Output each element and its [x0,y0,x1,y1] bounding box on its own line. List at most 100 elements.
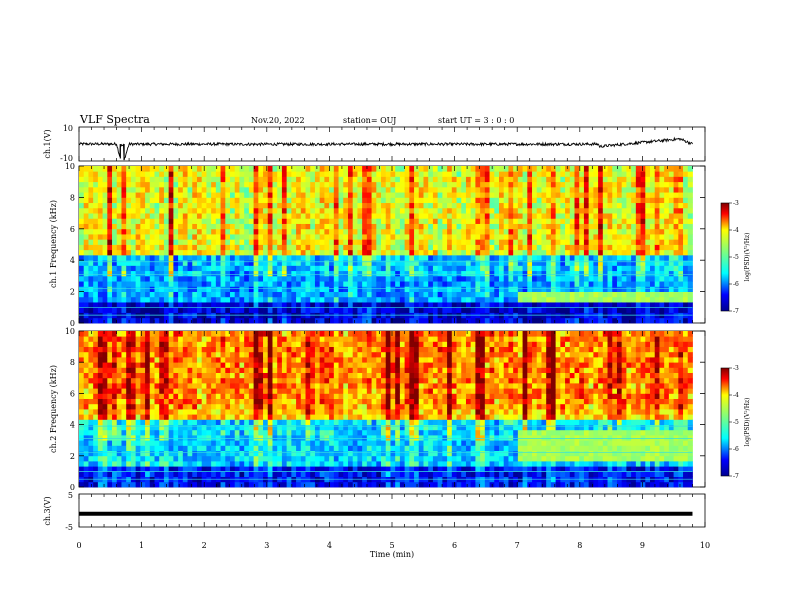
spectrogram-cell [565,208,570,214]
spectrogram-cell [277,276,282,282]
spectrogram-cell [197,347,202,353]
spectrogram-cell [306,260,311,266]
spectrogram-cell [98,302,103,308]
spectrogram-cell [88,166,93,172]
spectrogram-cell [438,192,443,198]
spectrogram-cell [117,466,122,472]
spectrogram-cell [211,245,216,251]
spectrogram-cell [145,419,150,425]
spectrogram-cell [419,229,424,235]
spectrogram-cell [626,208,631,214]
spectrogram-cell [216,265,221,271]
spectrogram-cell [570,197,575,203]
spectrogram-cell [131,260,136,266]
spectrogram-cell [93,255,98,261]
spectrogram-cell [145,192,150,198]
spectrogram-cell [409,271,414,277]
spectrogram-cell [579,265,584,271]
spectrogram-cell [150,292,155,298]
spectrogram-cell [527,245,532,251]
spectrogram-cell [475,297,480,303]
spectrogram-cell [112,197,117,203]
spectrogram-cell [575,297,580,303]
spectrogram-cell [230,292,235,298]
spectrogram-cell [136,176,141,182]
spectrogram-cell [235,245,240,251]
spectrogram-cell [513,192,518,198]
spectrogram-cell [475,260,480,266]
spectrogram-cell [320,245,325,251]
spectrogram-cell [537,250,542,256]
spectrogram-cell [287,234,292,240]
spectrogram-cell [461,271,466,277]
spectrogram-cell [381,265,386,271]
spectrogram-cell [183,245,188,251]
spectrogram-cell [608,176,613,182]
spectrogram-cell [244,281,249,287]
spectrogram-cell [626,166,631,172]
spectrogram-cell [178,271,183,277]
spectrogram-cell [461,176,466,182]
spectrogram-cell [126,336,131,342]
spectrogram-cell [678,318,683,324]
spectrogram-cell [136,445,141,451]
spectrogram-cell [112,208,117,214]
spectrogram-cell [155,297,160,303]
spectrogram-cell [357,318,362,324]
spectrogram-cell [622,276,627,282]
spectrogram-cell [664,302,669,308]
spectrogram-cell [353,176,358,182]
spectrogram-cell [532,213,537,219]
spectrogram-cell [480,255,485,261]
spectrogram-cell [527,260,532,266]
spectrogram-cell [107,255,112,261]
spectrogram-cell [475,255,480,261]
spectrogram-cell [117,445,122,451]
spectrogram-cell [164,255,169,261]
spectrogram-cell [211,213,216,219]
spectrogram-cell [400,271,405,277]
spectrogram-cell [183,239,188,245]
spectrogram-cell [192,409,197,415]
spectrogram-cell [79,276,84,282]
spectrogram-cell [339,176,344,182]
spectrogram-cell [631,229,636,235]
spectrogram-cell [395,292,400,298]
spectrogram-cell [636,187,641,193]
spectrogram-cell [442,255,447,261]
spectrogram-cell [395,281,400,287]
spectrogram-cell [155,362,160,368]
spectrogram-cell [159,234,164,240]
spectrogram-cell [438,307,443,313]
spectrogram-cell [178,255,183,261]
spectrogram-cell [428,318,433,324]
spectrogram-cell [112,341,117,347]
spectrogram-cell [423,197,428,203]
spectrogram-cell [173,461,178,467]
spectrogram-cell [121,281,126,287]
spectrogram-cell [471,197,476,203]
spectrogram-cell [131,388,136,394]
spectrogram-cell [471,281,476,287]
spectrogram-cell [414,276,419,282]
spectrogram-cell [353,229,358,235]
spectrogram-cell [98,482,103,488]
spectrogram-cell [688,208,693,214]
spectrogram-cell [197,208,202,214]
spectrogram-cell [315,250,320,256]
spectrogram-cell [334,286,339,292]
spectrogram-cell [131,383,136,389]
spectrogram-cell [546,203,551,209]
spectrogram-cell [88,471,93,477]
spectrogram-cell [112,229,117,235]
spectrogram-cell [688,213,693,219]
spectrogram-cell [490,286,495,292]
spectrogram-cell [211,208,216,214]
spectrogram-cell [664,276,669,282]
spectrogram-cell [376,203,381,209]
spectrogram-cell [655,297,660,303]
spectrogram-cell [669,276,674,282]
spectrogram-cell [518,229,523,235]
spectrogram-cell [192,265,197,271]
